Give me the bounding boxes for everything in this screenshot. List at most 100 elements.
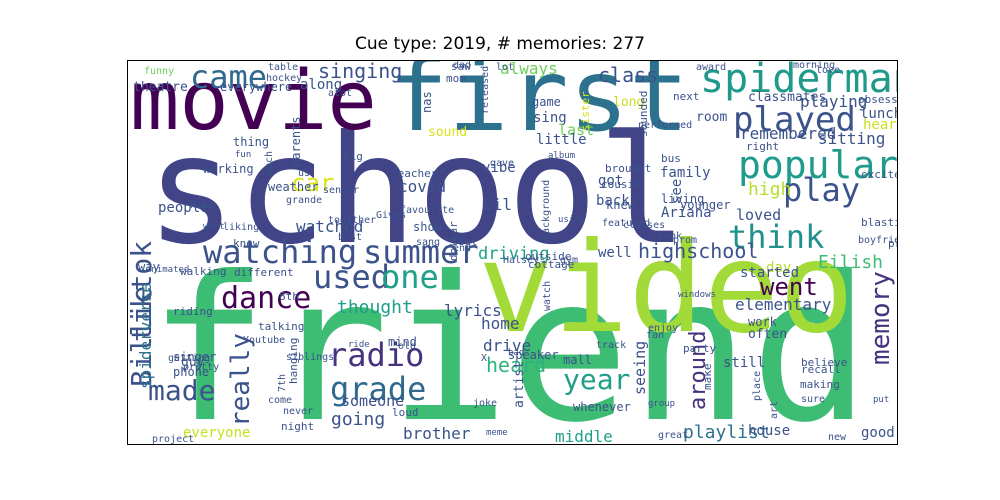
cloud-word: played <box>733 100 856 140</box>
cloud-word: driving <box>478 244 550 264</box>
cloud-word: old <box>398 341 417 352</box>
cloud-word: pretty <box>183 362 220 373</box>
cloud-word: speaker <box>508 348 559 362</box>
cloud-word: game <box>532 95 561 109</box>
cloud-word: still <box>723 355 766 371</box>
cloud-word: people <box>158 200 209 216</box>
cloud-word: lot <box>496 62 515 73</box>
cloud-word: sitting <box>818 129 886 148</box>
cloud-word: playing <box>800 92 868 111</box>
cloud-word: started <box>740 265 800 281</box>
cloud-word: cousin <box>601 178 641 191</box>
cloud-word: 8th <box>279 290 299 303</box>
cloud-word: getting <box>168 353 211 364</box>
cloud-word: Halsey <box>503 255 540 266</box>
cloud-word: friend <box>148 234 871 445</box>
cloud-word: went <box>760 273 818 301</box>
cloud-word: Eilish <box>818 252 884 273</box>
cloud-word: grande <box>286 195 323 206</box>
cloud-word: used <box>313 258 391 296</box>
cloud-word: loud <box>392 406 419 419</box>
cloud-word: Youtube <box>243 335 286 346</box>
cloud-word: work <box>748 315 777 329</box>
cloud-word: fan <box>646 330 665 341</box>
cloud-word: never <box>283 406 314 417</box>
cloud-word: best <box>338 232 363 243</box>
cloud-word: performed <box>638 120 693 131</box>
cloud-word: big <box>343 150 363 163</box>
cloud-word: thing <box>233 135 270 149</box>
cloud-word: teacher <box>391 167 438 180</box>
cloud-word: Ariana <box>661 205 712 221</box>
cloud-word: right <box>746 140 780 153</box>
cloud-word: took <box>658 231 683 242</box>
cloud-word: gym <box>560 255 579 266</box>
cloud-word: X <box>481 353 488 364</box>
cloud-word: singer <box>173 350 217 364</box>
cloud-word: hear <box>863 117 897 133</box>
cloud-word: making <box>800 378 840 391</box>
cloud-word: way <box>138 260 160 274</box>
cloud-word: playlist <box>683 422 770 443</box>
cloud-word: elementary <box>735 295 832 314</box>
cloud-word: spiderman <box>700 60 898 102</box>
cloud-word: long <box>613 95 645 110</box>
cloud-word: joke <box>473 398 498 409</box>
cloud-word: room <box>696 110 728 125</box>
cloud-word: enjoy <box>648 323 679 334</box>
cloud-word: track <box>596 340 627 351</box>
cloud-word: one <box>381 258 439 296</box>
cloud-word: going <box>331 409 386 430</box>
cloud-word: whenever <box>573 400 631 414</box>
cloud-word: put <box>873 395 890 405</box>
cloud-word: album <box>548 151 576 161</box>
cloud-word: party <box>683 342 717 355</box>
cloud-word: vibe <box>482 160 516 176</box>
cloud-word: along <box>300 77 343 93</box>
cloud-word: come <box>268 395 293 406</box>
cloud-word: radio <box>328 336 425 374</box>
cloud-word: think <box>728 218 825 256</box>
cloud-word: middle <box>555 427 613 445</box>
cloud-word: believe <box>801 356 848 369</box>
cloud-word: favourite <box>400 205 455 216</box>
cloud-word: singing <box>318 60 403 83</box>
cloud-word: watch <box>542 280 553 312</box>
cloud-word: using <box>558 215 586 225</box>
cloud-word: kind <box>190 200 215 211</box>
cloud-word: sing <box>533 110 567 126</box>
cloud-word: meme <box>486 428 508 438</box>
cloud-word: lyrics <box>444 301 502 320</box>
cloud-word: love <box>816 65 841 76</box>
cloud-word: covid <box>398 177 447 196</box>
cloud-word: 7th <box>277 373 288 393</box>
cloud-word: someone <box>341 392 405 410</box>
cloud-word: released <box>480 65 491 115</box>
cloud-word: boyfriend <box>858 235 897 246</box>
cloud-word: want <box>203 222 225 232</box>
cloud-word: remembered <box>740 124 837 143</box>
cloud-word: loved <box>736 206 782 224</box>
cloud-word: made <box>148 374 216 407</box>
cloud-word: talking <box>258 320 305 333</box>
cloud-word: feel <box>451 235 478 248</box>
cloud-word: little <box>536 132 587 148</box>
cloud-word: sure <box>801 394 826 405</box>
cloud-word: car <box>291 169 335 197</box>
cloud-word: always <box>500 60 558 78</box>
cloud-word: high <box>748 179 792 200</box>
cloud-word: phone <box>173 365 210 379</box>
cloud-word: group <box>648 399 676 409</box>
cloud-word: seeing <box>631 340 649 396</box>
cloud-word: nas <box>420 90 434 113</box>
cloud-word: home <box>481 314 520 333</box>
cloud-word: grade <box>330 370 427 408</box>
cloud-word: guy <box>181 355 205 370</box>
cloud-word: funny <box>144 66 175 77</box>
cloud-word: play <box>783 171 861 209</box>
cloud-word: us <box>298 168 311 179</box>
cloud-word: outside <box>525 250 572 263</box>
cloud-word: summer <box>363 233 479 271</box>
cloud-word: together <box>328 215 377 226</box>
cloud-word: place <box>752 370 763 402</box>
